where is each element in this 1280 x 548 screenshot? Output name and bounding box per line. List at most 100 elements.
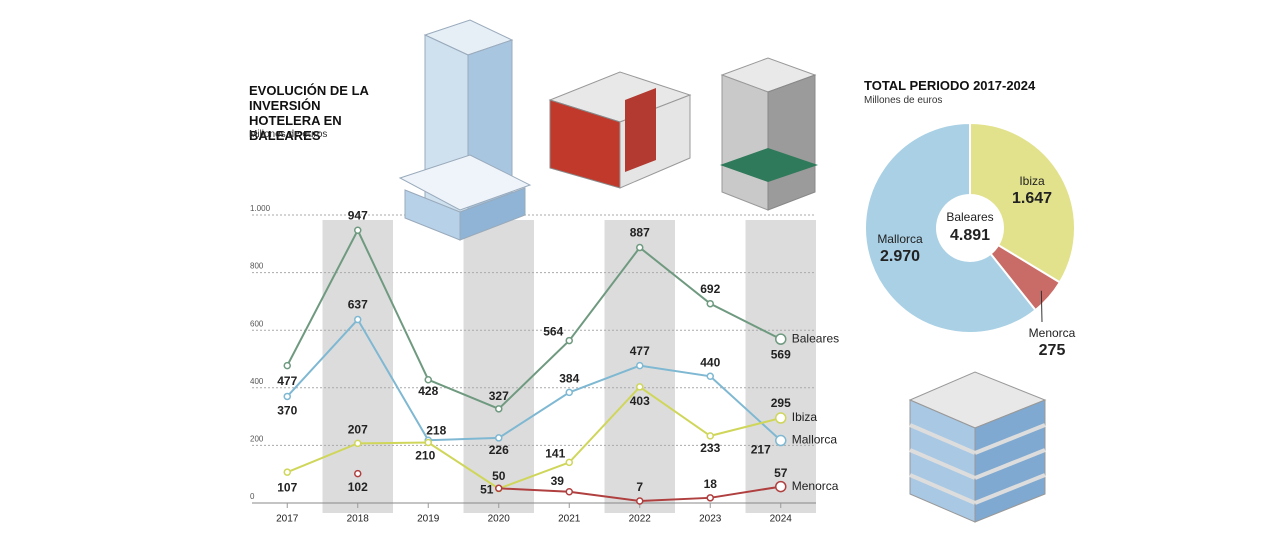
data-label: 233: [700, 441, 720, 455]
data-label: 107: [277, 480, 297, 494]
series-label: Menorca: [792, 479, 839, 493]
data-point: [636, 497, 644, 505]
y-tick-label: 1.000: [250, 204, 271, 213]
data-point: [706, 372, 714, 381]
column-band: [463, 220, 534, 513]
data-point: [775, 333, 787, 345]
data-point: [424, 375, 432, 384]
y-tick-label: 800: [250, 262, 264, 271]
data-label: 51: [480, 482, 494, 496]
pie-category: Mallorca: [877, 232, 923, 246]
x-tick-label: 2024: [770, 514, 793, 525]
data-point: [565, 336, 573, 345]
pie-category: Ibiza: [1019, 174, 1045, 188]
y-tick-label: 600: [250, 319, 264, 328]
data-point: [636, 243, 644, 252]
data-point: [636, 361, 644, 370]
series-label: Baleares: [792, 331, 839, 345]
data-point: [565, 488, 573, 496]
data-label: 57: [774, 466, 788, 480]
x-tick-label: 2019: [417, 514, 440, 525]
x-tick-label: 2020: [488, 514, 511, 525]
data-label: 569: [771, 347, 791, 361]
series-line: [286, 317, 782, 442]
series-label: Mallorca: [792, 433, 838, 447]
building-grey: [720, 57, 818, 211]
data-label: 477: [630, 344, 650, 358]
data-point: [775, 412, 787, 424]
y-tick-label: 200: [250, 435, 264, 444]
data-point: [424, 438, 432, 447]
data-label: 564: [543, 325, 563, 339]
column-bands: [322, 220, 816, 513]
leader-line: [1040, 290, 1043, 323]
chart-subtitle: Millones de euros: [249, 129, 328, 140]
data-point: [283, 468, 291, 476]
data-label: 403: [630, 394, 650, 408]
data-label: 327: [489, 389, 509, 403]
data-point: [354, 315, 362, 324]
data-label: 102: [348, 480, 368, 494]
data-label: 7: [636, 480, 643, 494]
grid: [252, 214, 816, 504]
data-point: [354, 439, 362, 448]
column-band: [322, 220, 393, 513]
pie-subtitle: Millones de euros: [864, 95, 943, 106]
data-label: 50: [492, 469, 506, 483]
data-point: [636, 383, 644, 391]
pie-slice: [969, 121, 1076, 284]
data-point: [283, 392, 291, 401]
data-point: [565, 458, 573, 467]
data-label: 217: [751, 443, 771, 457]
data-label: 207: [348, 423, 368, 437]
data-point: [354, 469, 362, 478]
x-tick-label: 2018: [347, 514, 370, 525]
data-point: [706, 299, 714, 308]
data-label: 141: [545, 447, 565, 461]
data-label: 887: [630, 226, 650, 240]
data-point: [706, 432, 714, 440]
data-label: 18: [704, 477, 718, 491]
y-tick-label: 400: [250, 377, 264, 386]
column-band: [745, 220, 816, 513]
data-label: 295: [771, 396, 791, 410]
data-label: 692: [700, 282, 720, 296]
data-point: [354, 226, 362, 235]
chart-title: EVOLUCIÓN DE LA INVERSIÓN HOTELERA EN BA…: [249, 83, 369, 143]
x-tick-label: 2022: [629, 514, 652, 525]
x-tick-label: 2023: [699, 514, 722, 525]
x-tick-label: 2017: [276, 514, 299, 525]
building-red: [548, 71, 692, 189]
series-line: [286, 228, 782, 410]
data-label: 384: [559, 372, 579, 386]
series-line: [286, 385, 781, 490]
data-point: [565, 388, 573, 397]
data-label: 477: [277, 374, 297, 388]
data-point: [495, 434, 503, 442]
data-label: 226: [489, 443, 509, 457]
data-label: 39: [551, 474, 565, 488]
pie-slice: [864, 121, 1037, 334]
pie-value: 1.647: [1012, 190, 1052, 207]
pie-title: TOTAL PERIODO 2017-2024: [864, 78, 1036, 93]
series-label: Ibiza: [792, 410, 818, 424]
pie-value: 2.970: [880, 248, 920, 265]
data-label: 440: [700, 355, 720, 369]
data-label: 370: [277, 404, 297, 418]
data-point: [775, 480, 787, 493]
data-label: 637: [348, 298, 368, 312]
data-label: 218: [426, 423, 446, 437]
data-label: 947: [348, 208, 368, 222]
pie-total-value: 4.891: [950, 227, 990, 244]
data-point: [283, 361, 291, 370]
data-point: [706, 494, 714, 502]
pie-value: 275: [1039, 342, 1066, 359]
pie-total-label: Baleares: [946, 210, 993, 224]
pie-category: Menorca: [1029, 326, 1076, 340]
data-label: 210: [415, 449, 435, 463]
building-blue: [908, 371, 1047, 523]
x-tick-label: 2021: [558, 514, 581, 525]
building-tower: [398, 19, 532, 241]
